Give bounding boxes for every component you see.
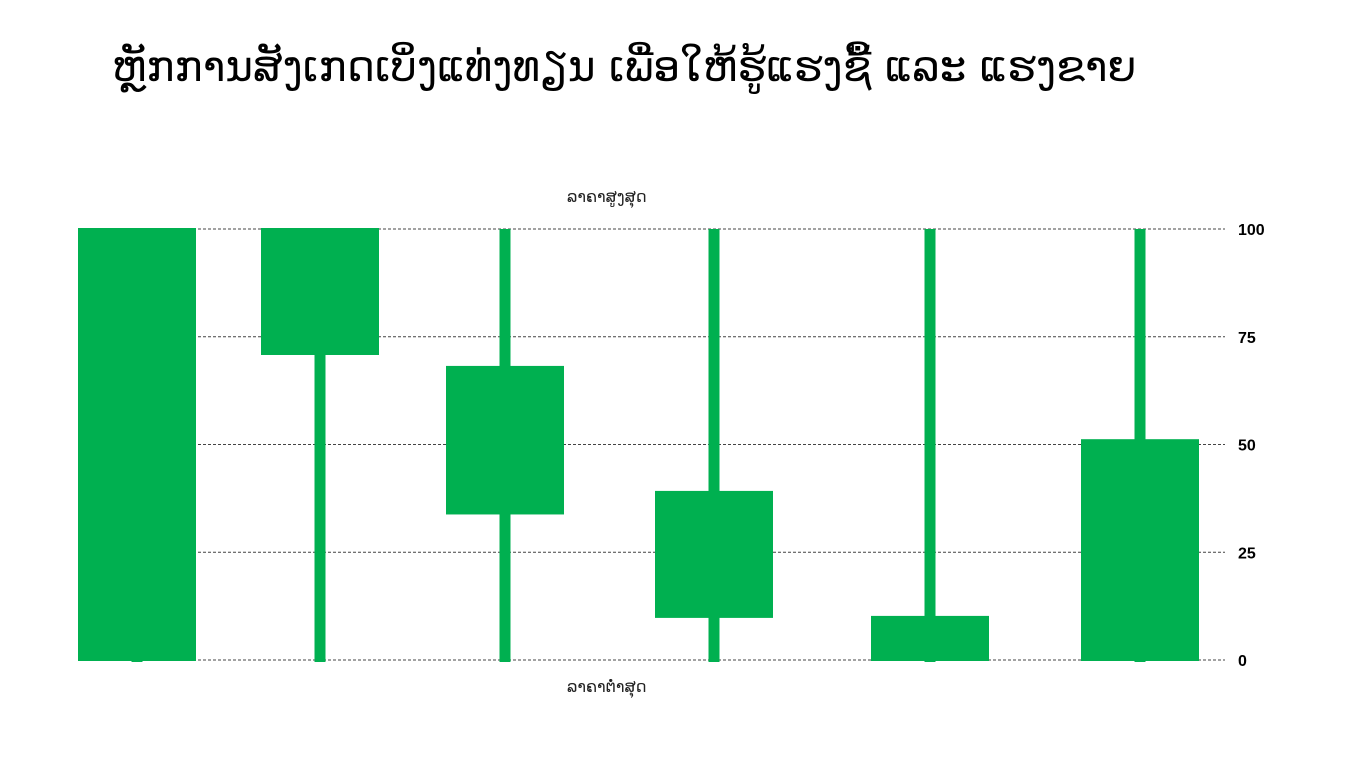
candle (446, 229, 564, 662)
candle-body (78, 228, 196, 661)
gridlines (78, 228, 1225, 661)
candle-body (261, 228, 379, 355)
candle-body (1081, 439, 1199, 661)
y-tick-label: 50 (1238, 438, 1256, 455)
candle (871, 229, 989, 662)
candle-body (446, 365, 564, 515)
candle (655, 229, 773, 662)
candle-wick (708, 229, 720, 662)
y-tick-label: 75 (1238, 330, 1256, 347)
y-tick-label: 25 (1238, 545, 1256, 562)
candle (261, 228, 379, 662)
candle-body (871, 615, 989, 661)
slide-title: ຫຼັກການສັງເກດເບິ່ງແທ່ງທຽນ ເພື່ອໃຫ້ຮູ້ແຮງ… (112, 42, 1137, 91)
y-axis-ticks: 0 25 50 75 100 (1238, 222, 1265, 670)
candles (78, 228, 1199, 662)
candle-body (655, 490, 773, 618)
low-price-label: ລາຄາຕ່ຳສຸດ (567, 677, 647, 696)
high-price-label: ລາຄາສູງສຸດ (567, 187, 647, 206)
y-tick-label: 100 (1238, 222, 1265, 239)
candle-wick (314, 229, 326, 662)
y-tick-label: 0 (1238, 653, 1247, 670)
candle-wick (924, 229, 936, 662)
candle (78, 228, 196, 662)
candle (1081, 229, 1199, 662)
